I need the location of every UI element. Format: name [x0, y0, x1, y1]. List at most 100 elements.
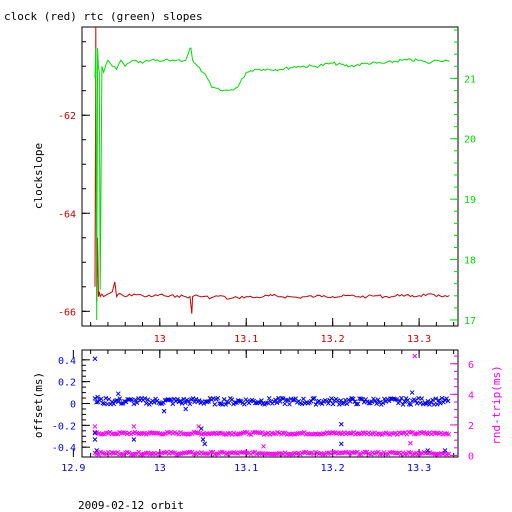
offset-outlier-point-stroke	[131, 437, 137, 442]
offset-point-stroke	[217, 401, 222, 406]
rndtrip-point-stroke	[210, 449, 216, 455]
offset-point-stroke	[325, 401, 331, 406]
offset-point	[329, 396, 334, 401]
rndtrip-point-stroke	[212, 430, 218, 436]
y-tick-label: 0.2	[58, 378, 76, 389]
offset-point-stroke	[424, 401, 429, 406]
offset-point-stroke	[380, 400, 386, 406]
rndtrip-point-stroke	[142, 430, 147, 436]
offset-point-stroke	[274, 400, 280, 406]
rndtrip-point-stroke	[193, 430, 199, 435]
offset-point-stroke	[287, 401, 292, 407]
rndtrip-point	[389, 450, 394, 455]
rndtrip-point-stroke	[221, 431, 227, 437]
x-tick-label: 13.1	[234, 463, 258, 474]
rndtrip-point-stroke	[246, 431, 252, 437]
rndtrip-point-stroke	[305, 431, 311, 437]
rndtrip-point-stroke	[402, 451, 408, 457]
rndtrip-point-stroke	[214, 451, 220, 456]
rndtrip-point-stroke	[375, 431, 381, 436]
offset-point-stroke	[283, 397, 289, 403]
rtc-series-line	[94, 47, 450, 321]
rndtrip-point-stroke	[330, 429, 336, 435]
offset-point-stroke	[280, 396, 286, 401]
offset-point	[285, 397, 291, 403]
offset-point	[265, 400, 271, 406]
offset-point-stroke	[103, 395, 109, 401]
offset-outlier-point	[92, 437, 98, 442]
offset-point	[143, 401, 149, 406]
rndtrip-point-stroke	[227, 431, 233, 436]
offset-outlier-point-stroke	[161, 408, 167, 414]
offset-point-stroke	[92, 396, 98, 401]
rndtrip-outlier-point	[408, 440, 413, 446]
offset-point	[282, 401, 288, 407]
offset-point	[430, 397, 435, 403]
offset-point-stroke	[318, 400, 323, 406]
offset-point-stroke	[115, 399, 121, 405]
offset-point-stroke	[168, 397, 174, 403]
rndtrip-point-stroke	[330, 450, 336, 455]
top-y-axis-label: clockslope	[32, 143, 45, 209]
offset-point-stroke	[392, 396, 398, 402]
offset-point-stroke	[417, 400, 423, 406]
rndtrip-point-stroke	[336, 430, 341, 436]
offset-point-stroke	[108, 401, 113, 407]
offset-point	[434, 401, 440, 407]
rndtrip-point-stroke	[343, 449, 349, 455]
rndtrip-point-stroke	[111, 431, 117, 437]
rndtrip-point-stroke	[102, 451, 107, 457]
rndtrip-point-stroke	[292, 450, 297, 456]
rndtrip-point-stroke	[132, 429, 138, 435]
rndtrip-point-stroke	[433, 451, 438, 457]
offset-point	[212, 402, 218, 407]
offset-point-stroke	[349, 395, 355, 401]
offset-point	[131, 401, 137, 407]
top-series-group	[94, 26, 450, 321]
offset-outlier-point-stroke	[92, 356, 98, 362]
rndtrip-point-stroke	[256, 450, 261, 456]
rndtrip-point-stroke	[317, 431, 322, 437]
rndtrip-outlier-point	[261, 443, 266, 449]
rndtrip-point-stroke	[383, 451, 389, 457]
offset-point-stroke	[282, 401, 288, 407]
offset-outlier-point	[131, 437, 137, 442]
rndtrip-point-stroke	[151, 430, 157, 436]
rndtrip-point-stroke	[271, 431, 277, 436]
rndtrip-point	[446, 451, 452, 457]
rndtrip-point-stroke	[288, 451, 294, 457]
offset-point	[206, 399, 211, 404]
offset-point-stroke	[218, 401, 224, 407]
rndtrip-point-stroke	[119, 451, 124, 457]
offset-point-stroke	[260, 401, 266, 407]
rndtrip-point-stroke	[389, 430, 394, 436]
offset-outlier-point-stroke	[183, 406, 189, 412]
rndtrip-point-stroke	[252, 449, 258, 455]
offset-point	[94, 399, 99, 405]
rndtrip-point-stroke	[123, 430, 128, 436]
rndtrip-point	[433, 430, 438, 436]
rndtrip-outlier-point-stroke	[131, 424, 137, 429]
rndtrip-point-stroke	[345, 450, 351, 455]
rndtrip-point-stroke	[355, 430, 360, 436]
offset-point-stroke	[185, 398, 191, 404]
rndtrip-point-stroke	[267, 451, 273, 457]
rndtrip-point-stroke	[444, 431, 450, 436]
offset-point	[353, 401, 359, 407]
offset-point-stroke	[400, 402, 406, 407]
rndtrip-point-stroke	[126, 430, 132, 436]
offset-point	[338, 398, 344, 403]
rndtrip-point	[187, 431, 193, 437]
offset-point	[157, 401, 163, 406]
offset-point	[196, 398, 202, 403]
offset-point-stroke	[178, 398, 183, 404]
offset-point-stroke	[358, 396, 364, 402]
rndtrip-point-stroke	[389, 450, 394, 455]
offset-point-stroke	[297, 400, 303, 406]
offset-point	[402, 399, 407, 404]
y-tick-label: -0.4	[52, 443, 76, 454]
rndtrip-point-stroke	[113, 431, 119, 437]
rndtrip-point-stroke	[356, 431, 362, 436]
offset-outlier-point-stroke	[198, 426, 204, 431]
offset-point	[424, 401, 429, 406]
